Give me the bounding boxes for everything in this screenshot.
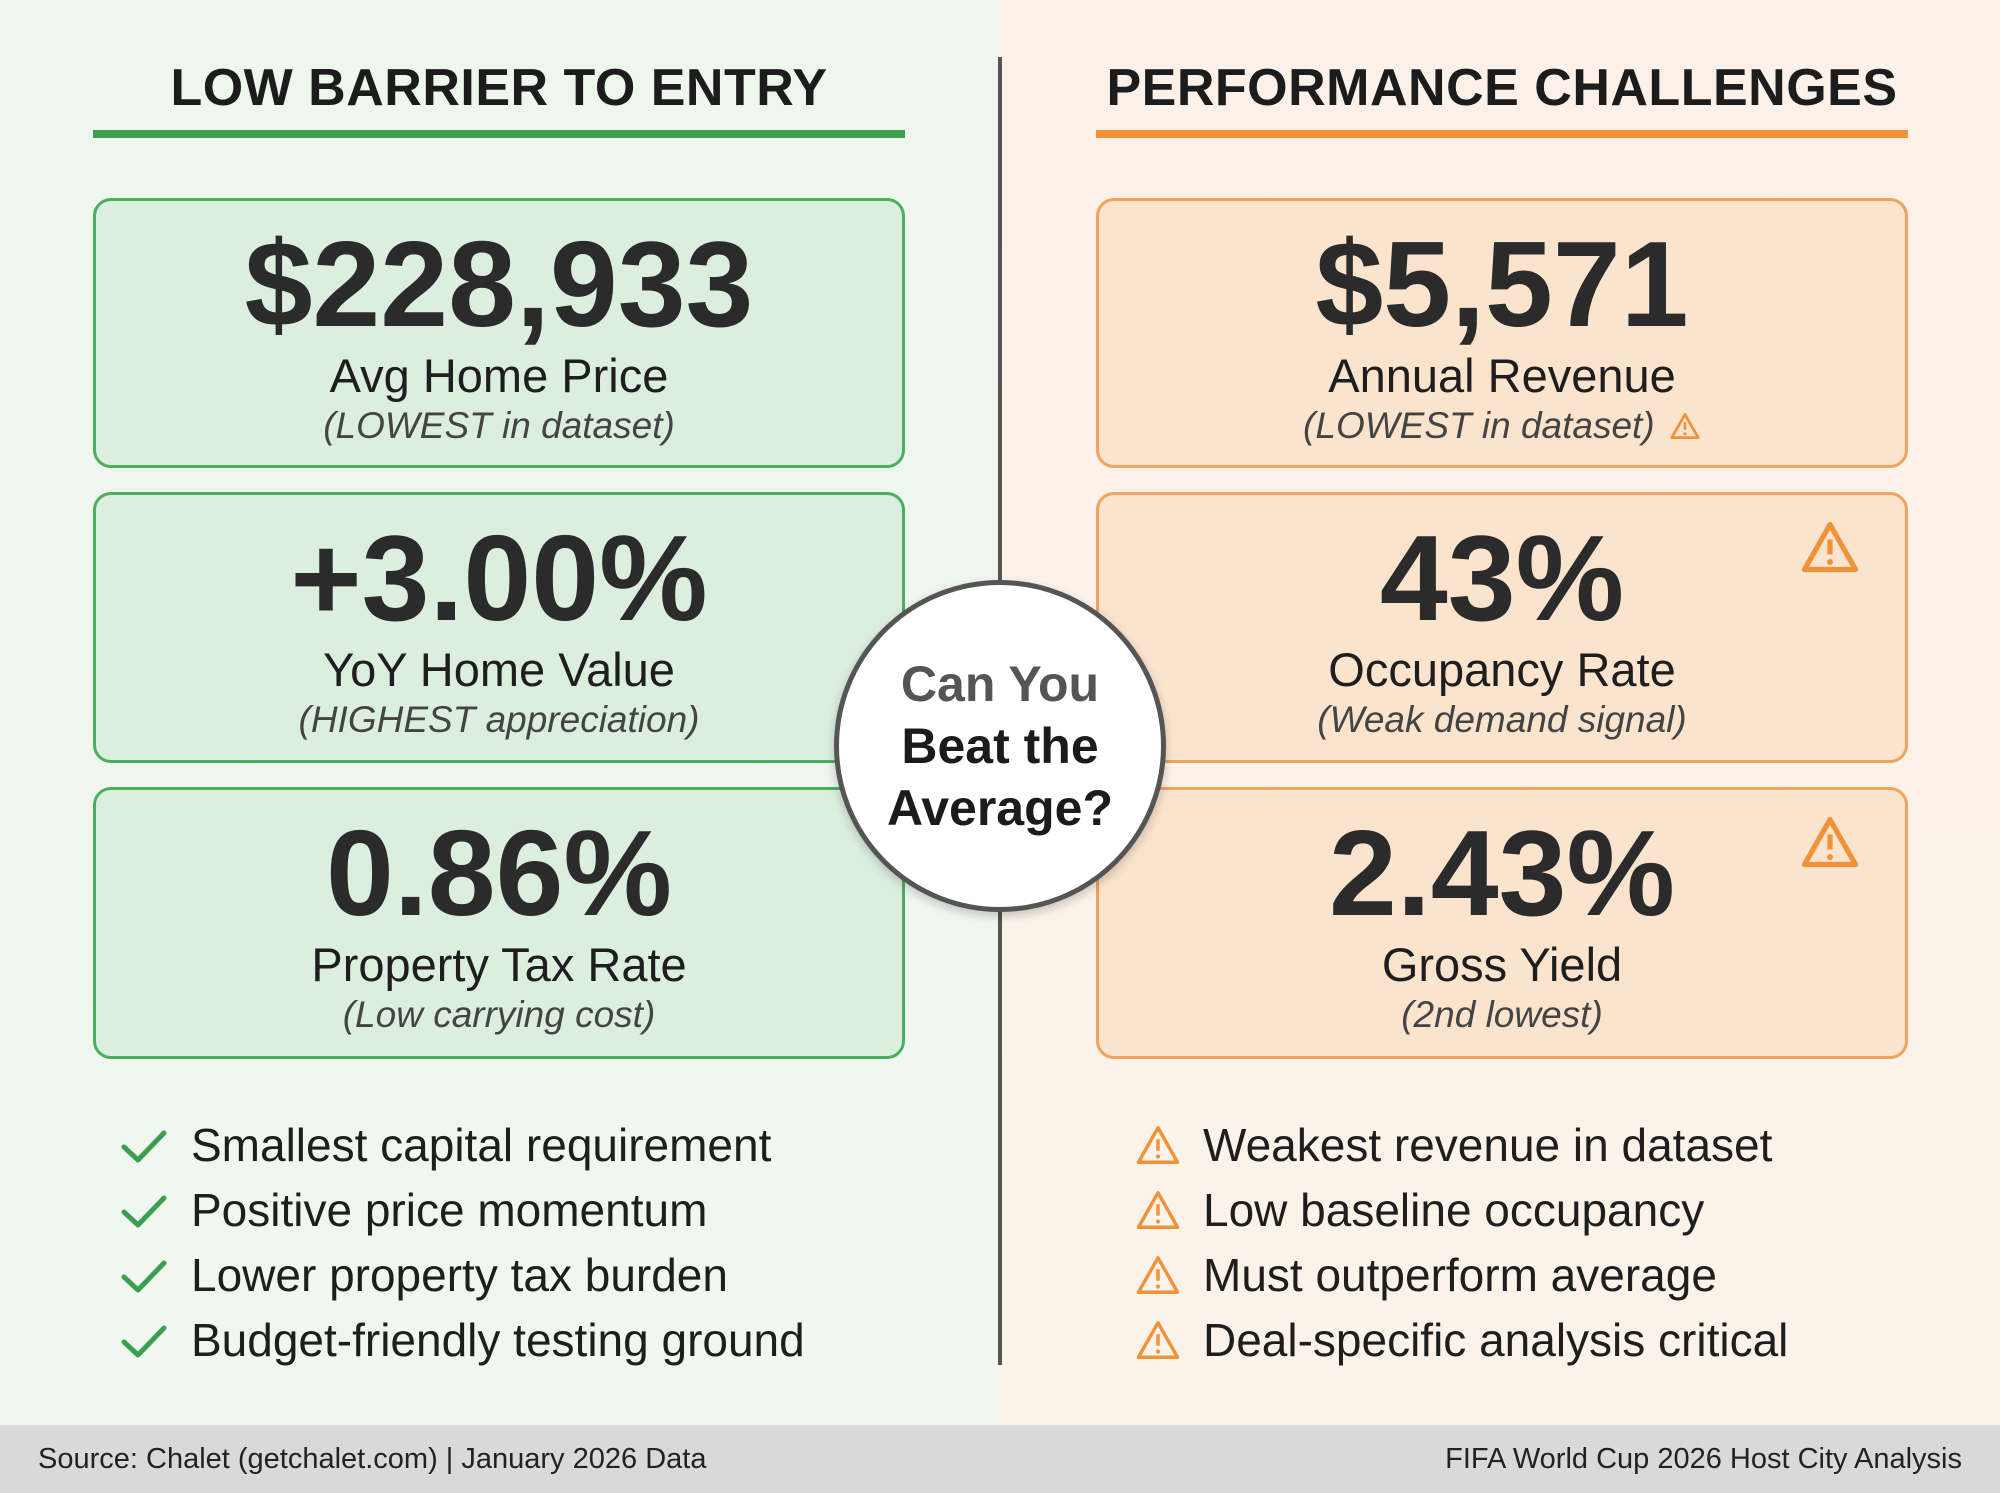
list-item: Weakest revenue in dataset bbox=[1203, 1119, 1773, 1171]
stat-value: 0.86% bbox=[326, 805, 672, 941]
footer-bar: Source: Chalet (getchalet.com) | January… bbox=[0, 1425, 2000, 1493]
warning-icon bbox=[1136, 1256, 1180, 1294]
center-question-badge: Can You Beat the Average? bbox=[834, 580, 1166, 912]
check-icon bbox=[121, 1195, 167, 1228]
check-icon bbox=[121, 1325, 167, 1358]
stat-label: Gross Yield bbox=[1381, 938, 1623, 991]
stat-value: +3.00% bbox=[290, 510, 708, 646]
stat-label: Annual Revenue bbox=[1328, 349, 1676, 402]
left-heading: LOW BARRIER TO ENTRY bbox=[170, 59, 828, 117]
list-item: Deal-specific analysis critical bbox=[1203, 1314, 1789, 1366]
warning-icon bbox=[1136, 1191, 1180, 1229]
list-item: Must outperform average bbox=[1203, 1249, 1717, 1301]
stat-card-gross-yield: 2.43% Gross Yield (2nd lowest) bbox=[1096, 787, 1908, 1059]
stat-card-property-tax: 0.86% Property Tax Rate (Low carrying co… bbox=[93, 787, 905, 1059]
stat-note: (LOWEST in dataset) bbox=[323, 405, 675, 446]
stat-card-yoy-home-value: +3.00% YoY Home Value (HIGHEST appreciat… bbox=[93, 492, 905, 763]
footer-source: Source: Chalet (getchalet.com) | January… bbox=[38, 1443, 707, 1475]
badge-line-2: Beat the bbox=[901, 718, 1099, 774]
stat-card-avg-home-price: $228,933 Avg Home Price (LOWEST in datas… bbox=[93, 198, 905, 468]
left-heading-underline bbox=[93, 130, 905, 138]
footer-context: FIFA World Cup 2026 Host City Analysis bbox=[1445, 1443, 1962, 1475]
stat-label: Property Tax Rate bbox=[311, 938, 687, 991]
warning-icon bbox=[1801, 521, 1859, 573]
right-heading: PERFORMANCE CHALLENGES bbox=[1106, 59, 1898, 117]
stat-label: Occupancy Rate bbox=[1328, 643, 1676, 696]
stat-value: 2.43% bbox=[1329, 805, 1675, 941]
warning-icon bbox=[1136, 1126, 1180, 1164]
stat-value: $228,933 bbox=[244, 216, 754, 352]
list-item: Lower property tax burden bbox=[191, 1249, 728, 1301]
stat-note: (Weak demand signal) bbox=[1317, 699, 1687, 740]
badge-line-3: Average? bbox=[886, 780, 1114, 836]
stat-note: (HIGHEST appreciation) bbox=[298, 699, 700, 740]
check-icon bbox=[121, 1130, 167, 1163]
stat-value: $5,571 bbox=[1315, 216, 1689, 352]
stat-card-occupancy-rate: 43% Occupancy Rate (Weak demand signal) bbox=[1096, 492, 1908, 763]
badge-line-1: Can You bbox=[900, 656, 1100, 712]
stat-note: (2nd lowest) bbox=[1401, 994, 1603, 1035]
warning-icon bbox=[1136, 1321, 1180, 1359]
check-icon bbox=[121, 1260, 167, 1293]
warning-icon bbox=[1670, 412, 1700, 440]
stat-note-text: (LOWEST in dataset) bbox=[1303, 405, 1655, 446]
warning-icon bbox=[1801, 816, 1859, 868]
stat-value: 43% bbox=[1379, 510, 1625, 646]
stat-card-annual-revenue: $5,571 Annual Revenue (LOWEST in dataset… bbox=[1096, 198, 1908, 468]
list-item: Budget-friendly testing ground bbox=[191, 1314, 805, 1366]
list-item: Smallest capital requirement bbox=[191, 1119, 772, 1171]
list-item: Positive price momentum bbox=[191, 1184, 708, 1236]
stat-note: (LOWEST in dataset) bbox=[1099, 403, 1905, 449]
right-heading-underline bbox=[1096, 130, 1908, 138]
stat-label: YoY Home Value bbox=[323, 643, 675, 696]
stat-label: Avg Home Price bbox=[329, 349, 669, 402]
list-item: Low baseline occupancy bbox=[1203, 1184, 1705, 1236]
stat-note: (Low carrying cost) bbox=[342, 994, 656, 1035]
